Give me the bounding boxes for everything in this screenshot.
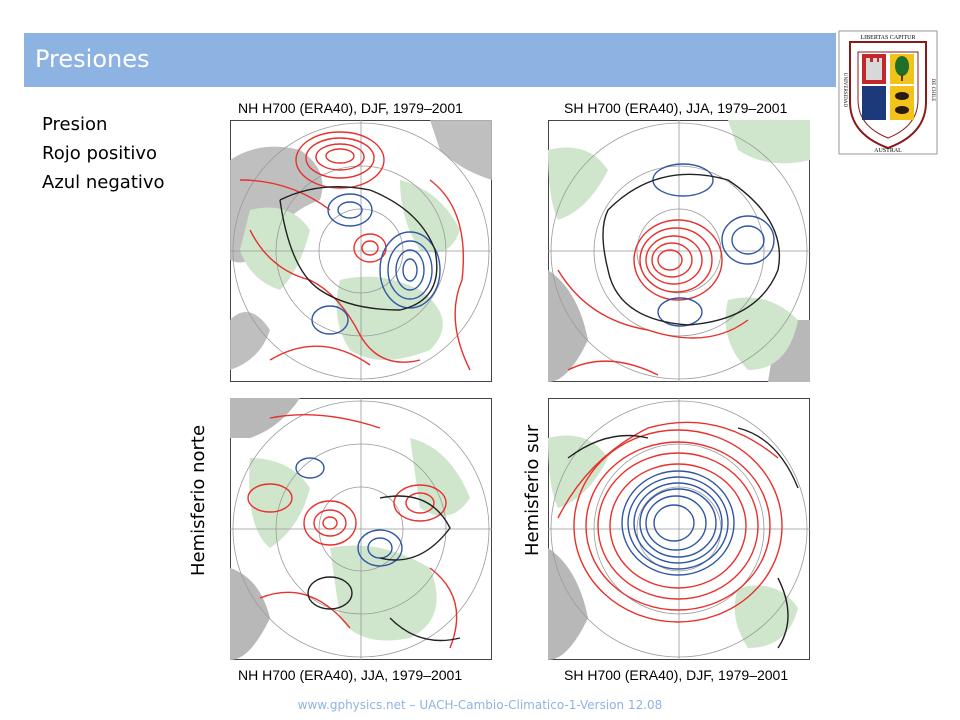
crest-motto: LIBERTAS CAPITUR [861,35,916,41]
label-hemisferio-sur: Hemisferio sur [522,424,543,556]
map-sh-jja [548,120,810,382]
map-title-nh-djf: NH H700 (ERA40), DJF, 1979–2001 [238,100,463,116]
legend-text: Presion Rojo positivo Azul negativo [42,110,165,197]
university-crest-logo: LIBERTAS CAPITUR AUSTRAL UNIVERSIDAD DE … [838,30,938,155]
crest-right-text: DE CHILE [930,79,935,102]
map-title-sh-djf: SH H700 (ERA40), DJF, 1979–2001 [564,667,789,683]
map-nh-djf [230,120,492,382]
label-hemisferio-norte: Hemisferio norte [188,424,209,576]
legend-line-positive: Rojo positivo [42,143,157,164]
slide-title: Presiones [35,45,150,73]
footer-text: www.gphysics.net – UACH-Cambio-Climatico… [297,698,663,712]
title-bar: Presiones [24,33,836,87]
map-nh-jja [230,398,492,660]
legend-line-presion: Presion [42,114,108,135]
crest-left-text: UNIVERSIDAD [842,73,847,108]
map-title-sh-jja: SH H700 (ERA40), JJA, 1979–2001 [564,100,788,116]
legend-line-negative: Azul negativo [42,172,165,193]
map-sh-djf [548,398,810,660]
map-title-nh-jja: NH H700 (ERA40), JJA, 1979–2001 [238,667,463,683]
crest-bottom-text: AUSTRAL [874,148,902,154]
